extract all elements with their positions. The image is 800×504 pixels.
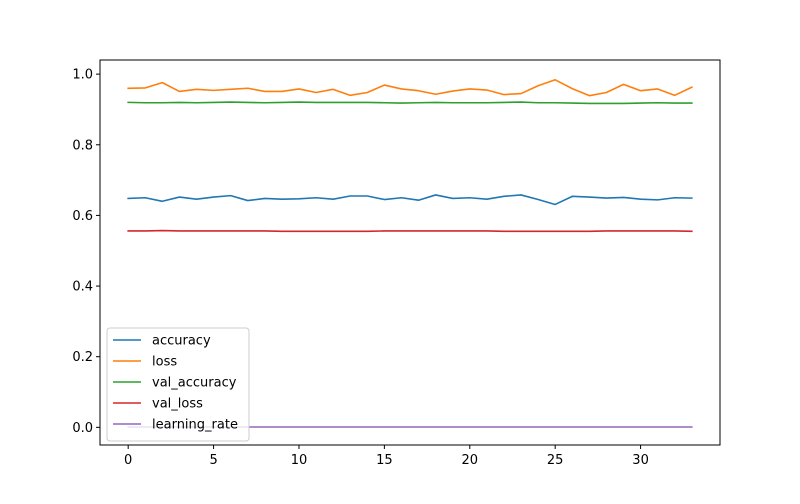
legend-label-accuracy: accuracy	[152, 334, 211, 349]
y-tick-label: 0.6	[72, 209, 93, 224]
legend: accuracy loss val_accuracy val_loss learning…	[106, 327, 250, 442]
y-tick-label: 0.0	[72, 421, 93, 436]
y-tick-label: 1.0	[72, 68, 93, 83]
x-tick-label: 5	[209, 453, 217, 468]
legend-label-learning-rate: learning_rate	[152, 418, 238, 433]
y-tick-label: 0.4	[72, 280, 93, 295]
series-line-val-accuracy	[127, 101, 693, 105]
legend-label-val-loss: val_loss	[152, 397, 203, 412]
y-tick-label: 0.8	[72, 138, 93, 153]
x-tick-label: 0	[124, 453, 132, 468]
legend-box	[106, 327, 250, 442]
x-tick-label: 15	[376, 453, 393, 468]
x-tick-label: 25	[547, 453, 564, 468]
series-line-accuracy	[127, 194, 693, 206]
x-tick-label: 30	[632, 453, 649, 468]
x-tick-label: 20	[462, 453, 479, 468]
x-tick-label: 10	[291, 453, 308, 468]
series-line-loss	[127, 78, 693, 97]
y-tick-label: 0.2	[72, 350, 93, 365]
x-axis: 0 5 10 15 20 25 30	[124, 445, 649, 468]
legend-label-val-accuracy: val_accuracy	[152, 376, 237, 391]
legend-label-loss: loss	[152, 355, 177, 370]
plot-area-frame	[99, 59, 721, 446]
series-line-val-loss	[127, 229, 693, 233]
y-axis: 0.0 0.2 0.4 0.6 0.8 1.0	[72, 68, 100, 436]
